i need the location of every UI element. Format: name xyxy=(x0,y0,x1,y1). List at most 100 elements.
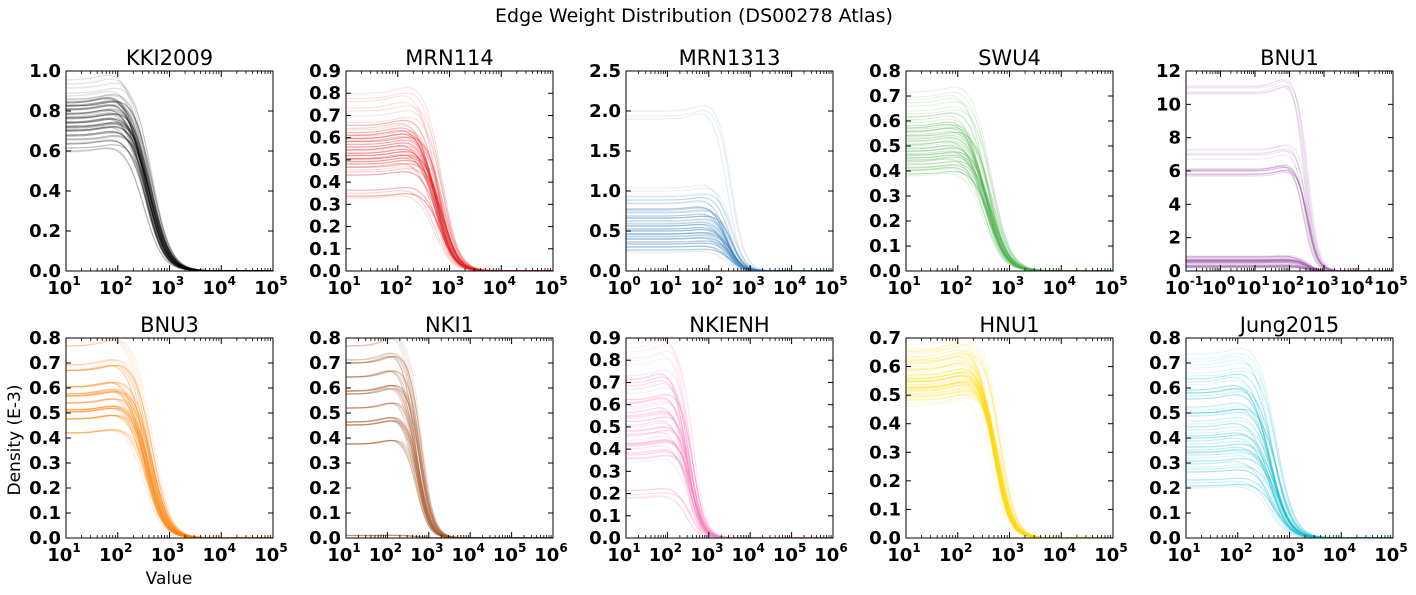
series-group xyxy=(626,338,833,538)
series-line xyxy=(906,154,1113,271)
series-line xyxy=(66,135,273,271)
series-line xyxy=(1186,432,1393,538)
subplot-mrn1313: MRN1313 0.0 0.5 1.0 1.5 2.0 2.5 100 101 102 103 104… xyxy=(589,46,848,299)
series-line xyxy=(346,145,553,271)
y-tick-label: 0.2 xyxy=(309,478,341,499)
x-tick-label: 101 xyxy=(47,274,80,299)
series-line xyxy=(346,370,553,538)
series-line xyxy=(66,381,273,538)
series-line xyxy=(906,106,1113,271)
y-tick-label: 0.1 xyxy=(309,239,341,260)
series-line xyxy=(626,431,833,538)
series-line xyxy=(346,130,553,271)
series-line xyxy=(1186,391,1393,538)
series-group xyxy=(626,104,833,271)
series-line xyxy=(626,228,833,271)
x-tick-label: 104 xyxy=(203,541,236,566)
series-line xyxy=(1186,254,1393,271)
x-tick-label: 103 xyxy=(431,274,464,299)
series-line xyxy=(1186,458,1393,538)
series-line xyxy=(626,113,833,271)
series-line xyxy=(66,74,273,271)
series-line xyxy=(906,167,1113,271)
series-line xyxy=(626,458,833,538)
series-line xyxy=(66,339,273,538)
series-line xyxy=(66,398,273,538)
series-line xyxy=(66,381,273,538)
series-line xyxy=(906,135,1113,271)
series-line xyxy=(906,121,1113,271)
series-line xyxy=(906,397,1113,538)
series-line xyxy=(906,161,1113,271)
series-line xyxy=(906,352,1113,538)
series-line xyxy=(906,343,1113,538)
series-line xyxy=(906,392,1113,538)
series-line xyxy=(626,245,833,271)
series-line xyxy=(906,166,1113,271)
series-line xyxy=(626,193,833,271)
series-line xyxy=(1186,411,1393,538)
y-tick-label: 0.5 xyxy=(869,385,901,406)
series-line xyxy=(66,381,273,538)
subplot-kki2009: KKI2009 0.0 0.2 0.4 0.6 0.8 1.0 101 102 103 104 105 xyxy=(29,46,288,299)
series-line xyxy=(626,383,833,538)
y-tick-label: 2.5 xyxy=(589,61,621,82)
series-line xyxy=(66,398,273,538)
series-line xyxy=(346,352,553,538)
y-tick-label: 1.5 xyxy=(589,141,621,162)
series-line xyxy=(346,420,553,538)
series-line xyxy=(906,91,1113,271)
series-line xyxy=(346,439,553,538)
series-line xyxy=(1186,150,1393,271)
subplot-swu4: SWU4 0.0 0.1 0.2 0.3 0.4 0.5 0.6 0.7 0.8 101 102 103… xyxy=(869,46,1128,299)
series-line xyxy=(66,364,273,538)
series-line xyxy=(346,439,553,538)
series-line xyxy=(346,355,553,538)
y-tick-label: 0.0 xyxy=(29,261,61,282)
series-line xyxy=(1186,144,1393,271)
series-line xyxy=(66,364,273,538)
series-line xyxy=(346,151,553,271)
series-line xyxy=(906,160,1113,271)
x-tick-label: 105 xyxy=(1374,274,1407,299)
x-tick-label: 105 xyxy=(814,274,847,299)
y-tick-label: 0.6 xyxy=(309,128,341,149)
series-line xyxy=(906,123,1113,271)
series-line xyxy=(626,235,833,271)
series-line xyxy=(1186,258,1393,271)
y-tick-label: 8 xyxy=(1168,128,1181,149)
series-line xyxy=(906,86,1113,271)
series-line xyxy=(346,338,553,538)
series-line xyxy=(906,136,1113,271)
x-tick-label: 102 xyxy=(939,541,972,566)
series-line xyxy=(346,352,553,538)
y-tick-label: 0.7 xyxy=(869,86,901,107)
y-tick-label: 0.1 xyxy=(309,503,341,524)
series-line xyxy=(906,349,1113,538)
series-line xyxy=(66,105,273,271)
series-line xyxy=(346,338,553,538)
y-tick-label: 0.3 xyxy=(1149,453,1181,474)
series-line xyxy=(906,115,1113,271)
series-line xyxy=(906,163,1113,271)
y-tick-label: 10 xyxy=(1156,94,1181,115)
series-line xyxy=(1186,260,1393,271)
series-line xyxy=(626,242,833,271)
series-line xyxy=(906,142,1113,271)
x-tick-label: 103 xyxy=(1305,274,1338,299)
series-line xyxy=(66,364,273,538)
series-line xyxy=(66,414,273,538)
series-line xyxy=(66,429,273,538)
series-line xyxy=(906,126,1113,271)
series-line xyxy=(1186,166,1393,271)
series-line xyxy=(906,400,1113,538)
series-line xyxy=(346,142,553,271)
series-line xyxy=(346,384,553,538)
series-line xyxy=(346,129,553,271)
series-line xyxy=(626,223,833,271)
y-tick-label: 0.0 xyxy=(309,261,341,282)
series-line xyxy=(626,495,833,538)
x-tick-label: 101 xyxy=(887,274,920,299)
series-line xyxy=(1186,420,1393,538)
series-line xyxy=(66,339,273,538)
